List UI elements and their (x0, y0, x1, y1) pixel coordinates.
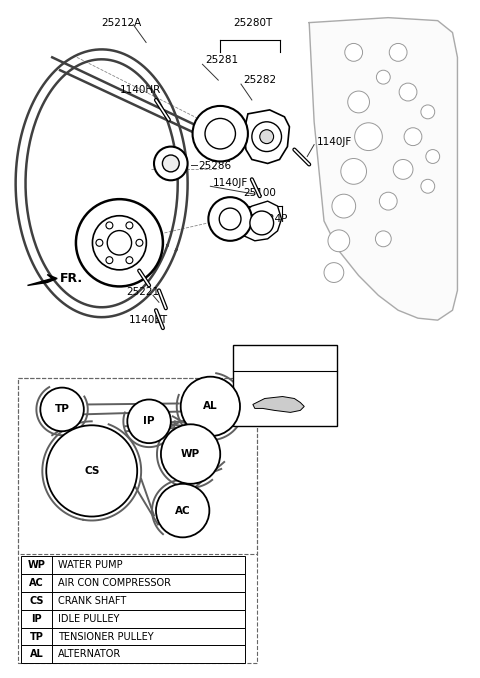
Circle shape (126, 222, 133, 229)
Circle shape (260, 129, 274, 144)
Circle shape (219, 208, 241, 230)
Circle shape (376, 71, 390, 84)
Circle shape (332, 194, 356, 218)
Text: CRANK SHAFT: CRANK SHAFT (58, 596, 126, 606)
Circle shape (379, 192, 397, 210)
Circle shape (161, 424, 220, 484)
Circle shape (328, 230, 350, 252)
Text: TP: TP (29, 631, 43, 641)
Text: 25286: 25286 (199, 161, 232, 172)
Polygon shape (309, 18, 457, 320)
Text: CS: CS (29, 596, 44, 606)
Polygon shape (240, 201, 281, 241)
Circle shape (324, 262, 344, 283)
Bar (21, 628, 245, 645)
Bar (21, 556, 245, 574)
Circle shape (127, 399, 171, 443)
Bar (18, 378, 257, 554)
Circle shape (252, 122, 281, 152)
Bar (21, 574, 245, 592)
Circle shape (393, 159, 413, 179)
Text: IP: IP (144, 416, 155, 426)
Text: 25281: 25281 (205, 56, 239, 65)
Circle shape (348, 91, 370, 113)
Circle shape (192, 106, 248, 161)
Circle shape (93, 216, 146, 270)
Circle shape (126, 257, 133, 264)
Circle shape (208, 197, 252, 241)
Circle shape (106, 257, 113, 264)
Bar (21, 610, 245, 628)
Text: 25212A: 25212A (102, 18, 142, 28)
Text: CS: CS (84, 466, 99, 476)
Text: 25221: 25221 (126, 287, 159, 298)
Circle shape (154, 146, 188, 180)
Polygon shape (253, 397, 304, 412)
Text: 1140JF: 1140JF (317, 137, 352, 146)
Text: WATER PUMP: WATER PUMP (58, 560, 123, 570)
Text: FR.: FR. (60, 272, 83, 285)
Circle shape (46, 425, 137, 517)
Text: TENSIONER PULLEY: TENSIONER PULLEY (58, 631, 154, 641)
Circle shape (180, 377, 240, 436)
Text: 25280T: 25280T (233, 18, 272, 28)
Text: AL: AL (29, 650, 43, 660)
Text: AIR CON COMPRESSOR: AIR CON COMPRESSOR (58, 578, 171, 588)
Circle shape (341, 159, 367, 184)
Text: AL: AL (203, 401, 217, 412)
Circle shape (250, 211, 274, 235)
Text: 1140JF: 1140JF (213, 178, 249, 188)
Text: WP: WP (181, 449, 200, 459)
Circle shape (355, 123, 383, 151)
Text: 25282: 25282 (243, 75, 276, 85)
Text: 1140ET: 1140ET (129, 315, 168, 325)
Circle shape (107, 231, 132, 255)
Circle shape (76, 199, 163, 286)
Circle shape (205, 119, 236, 149)
Text: 1140KB: 1140KB (96, 266, 137, 275)
Circle shape (106, 222, 113, 229)
Text: 1140HR: 1140HR (120, 85, 161, 95)
Circle shape (96, 239, 103, 246)
Text: 25100: 25100 (243, 188, 276, 198)
Text: 25124P: 25124P (248, 214, 288, 224)
Circle shape (40, 388, 84, 431)
Bar (21, 645, 245, 663)
Circle shape (399, 83, 417, 101)
Circle shape (156, 484, 209, 538)
Polygon shape (27, 275, 57, 285)
Text: ALTERNATOR: ALTERNATOR (58, 650, 121, 660)
Circle shape (421, 179, 435, 193)
Text: AC: AC (29, 578, 44, 588)
Text: IDLE PULLEY: IDLE PULLEY (58, 614, 120, 624)
Polygon shape (244, 110, 289, 163)
Circle shape (136, 239, 143, 246)
Text: 21451B: 21451B (264, 354, 306, 364)
Bar (21, 592, 245, 610)
Text: 1140EJ: 1140EJ (96, 254, 132, 264)
Circle shape (375, 231, 391, 247)
Circle shape (162, 155, 179, 172)
Circle shape (426, 150, 440, 163)
Text: TP: TP (55, 404, 70, 414)
Text: AC: AC (175, 506, 191, 515)
Circle shape (389, 43, 407, 61)
Text: IP: IP (31, 614, 42, 624)
Circle shape (421, 105, 435, 119)
Bar (233, 345, 337, 426)
Circle shape (345, 43, 362, 61)
Bar (18, 378, 257, 663)
Text: WP: WP (27, 560, 45, 570)
Circle shape (404, 127, 422, 146)
